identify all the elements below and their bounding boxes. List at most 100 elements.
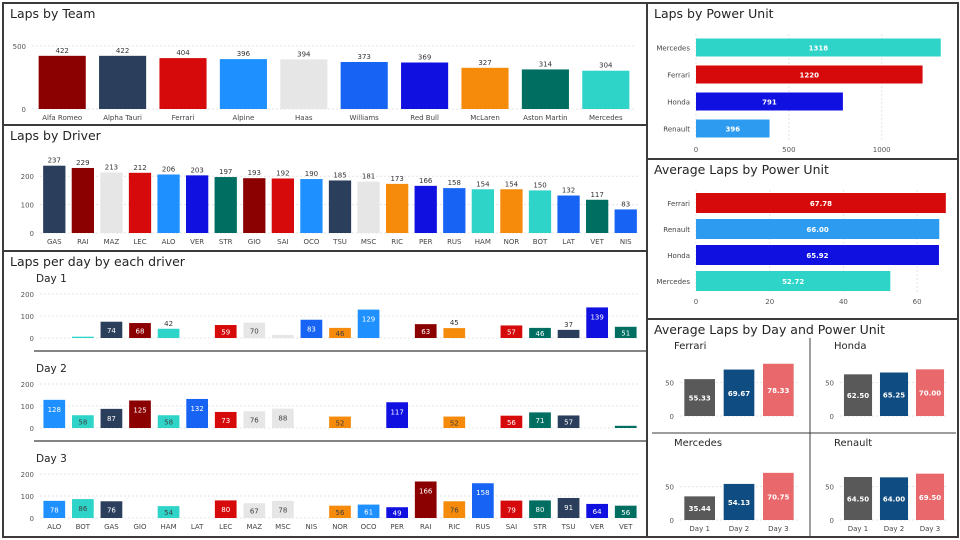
bar xyxy=(879,477,909,520)
category-label: RUS xyxy=(476,523,491,531)
category-label: PER xyxy=(419,238,433,246)
x-tick-label: 0 xyxy=(694,146,698,154)
bar xyxy=(843,374,873,416)
bar xyxy=(186,175,209,233)
bar xyxy=(696,245,939,265)
category-label: Ferrari xyxy=(667,72,690,80)
category-label: VET xyxy=(590,238,604,246)
data-label: 212 xyxy=(133,164,146,172)
y-tick-label: 0 xyxy=(670,517,674,525)
data-label: 76 xyxy=(250,417,259,425)
data-label: 58 xyxy=(164,419,173,427)
data-label: 422 xyxy=(116,47,129,55)
bar xyxy=(329,505,351,518)
x-tick-label: 20 xyxy=(765,298,774,306)
category-label: RIC xyxy=(448,523,460,531)
category-label: MSC xyxy=(361,238,376,246)
bar xyxy=(414,481,437,518)
y-tick-label: 0 xyxy=(830,517,834,525)
bar xyxy=(443,416,466,428)
data-label: 73 xyxy=(221,417,230,425)
data-label: 42 xyxy=(164,320,173,328)
category-label: VER xyxy=(190,238,204,246)
bar xyxy=(157,415,180,428)
data-label: 79 xyxy=(507,506,516,514)
bar xyxy=(586,307,608,338)
bar xyxy=(723,483,755,520)
bar xyxy=(280,59,328,109)
data-label: 206 xyxy=(162,165,176,173)
bar xyxy=(72,415,94,428)
category-label: LAT xyxy=(562,238,575,246)
panel-title: Laps by Power Unit xyxy=(654,6,774,21)
bar xyxy=(214,411,237,428)
category-label: Mercedes xyxy=(656,278,690,286)
data-label: 59 xyxy=(221,329,230,337)
category-label: TSU xyxy=(332,238,347,246)
category-label: ALO xyxy=(47,523,61,531)
bar xyxy=(243,503,266,518)
data-label: 67 xyxy=(250,508,259,516)
x-tick-label: 0 xyxy=(694,298,698,306)
x-tick-label: 60 xyxy=(913,298,922,306)
bar xyxy=(723,369,755,416)
bar xyxy=(586,199,609,233)
bar xyxy=(214,325,237,338)
laps-by-driver-chart: 0 100 200 237 GAS 229 RAI 213 MAZ 212 LEC 206 ALO 203… xyxy=(21,157,640,246)
category-label: OCO xyxy=(303,238,319,246)
bar xyxy=(272,408,294,428)
data-label: 70.75 xyxy=(767,493,789,501)
data-label: 52.72 xyxy=(782,278,804,286)
bar xyxy=(129,323,151,338)
bar xyxy=(357,504,380,518)
bar xyxy=(271,178,294,233)
bar xyxy=(243,411,266,428)
x-tick-label: 40 xyxy=(839,298,848,306)
category-label: HAM xyxy=(475,238,491,246)
bar xyxy=(500,415,523,428)
y-tick-label: 0 xyxy=(830,413,834,421)
category-label: Renault xyxy=(663,126,690,134)
data-label: 166 xyxy=(419,487,433,495)
y-tick-label: 100 xyxy=(21,403,34,411)
category-label: Day 2 xyxy=(884,525,905,533)
bar xyxy=(696,271,891,291)
category-label: GIO xyxy=(248,238,261,246)
data-label: 56 xyxy=(336,509,345,517)
bar xyxy=(401,62,449,109)
category-label: Honda xyxy=(667,99,690,107)
category-label: Ferrari xyxy=(172,114,195,122)
bar xyxy=(272,334,294,338)
bar xyxy=(414,185,437,233)
data-label: 83 xyxy=(621,200,630,208)
bar xyxy=(300,319,323,338)
data-label: 173 xyxy=(390,175,403,183)
data-label: 117 xyxy=(590,191,603,199)
laps-per-day-chart: Day 1 0 100 200 74 68 42 59 70 83 46 129 63 45 57 46 37 1… xyxy=(21,273,646,531)
panel-title: Laps by Team xyxy=(10,6,96,21)
panel-title: Laps per day by each driver xyxy=(10,254,185,269)
y-tick-label: 200 xyxy=(21,381,34,389)
category-label: PER xyxy=(390,523,404,531)
bar xyxy=(529,327,551,338)
data-label: 396 xyxy=(237,50,251,58)
category-label: Honda xyxy=(667,252,690,260)
bar xyxy=(157,328,180,338)
bar xyxy=(472,483,494,518)
data-label: 158 xyxy=(476,489,489,497)
y-tick-label: 50 xyxy=(665,380,674,388)
data-label: 139 xyxy=(590,313,603,321)
data-label: 132 xyxy=(562,187,575,195)
y-tick-label: 50 xyxy=(825,484,834,492)
data-label: 203 xyxy=(190,166,203,174)
bar xyxy=(528,190,552,233)
bar xyxy=(157,174,180,233)
data-label: 64.50 xyxy=(847,496,869,504)
category-label: LEC xyxy=(133,238,146,246)
bar xyxy=(915,369,945,416)
data-label: 87 xyxy=(107,415,116,423)
bar xyxy=(461,67,509,109)
category-label: HAM xyxy=(161,523,177,531)
sub-chart-title: Day 3 xyxy=(36,453,67,465)
bar xyxy=(386,402,408,428)
